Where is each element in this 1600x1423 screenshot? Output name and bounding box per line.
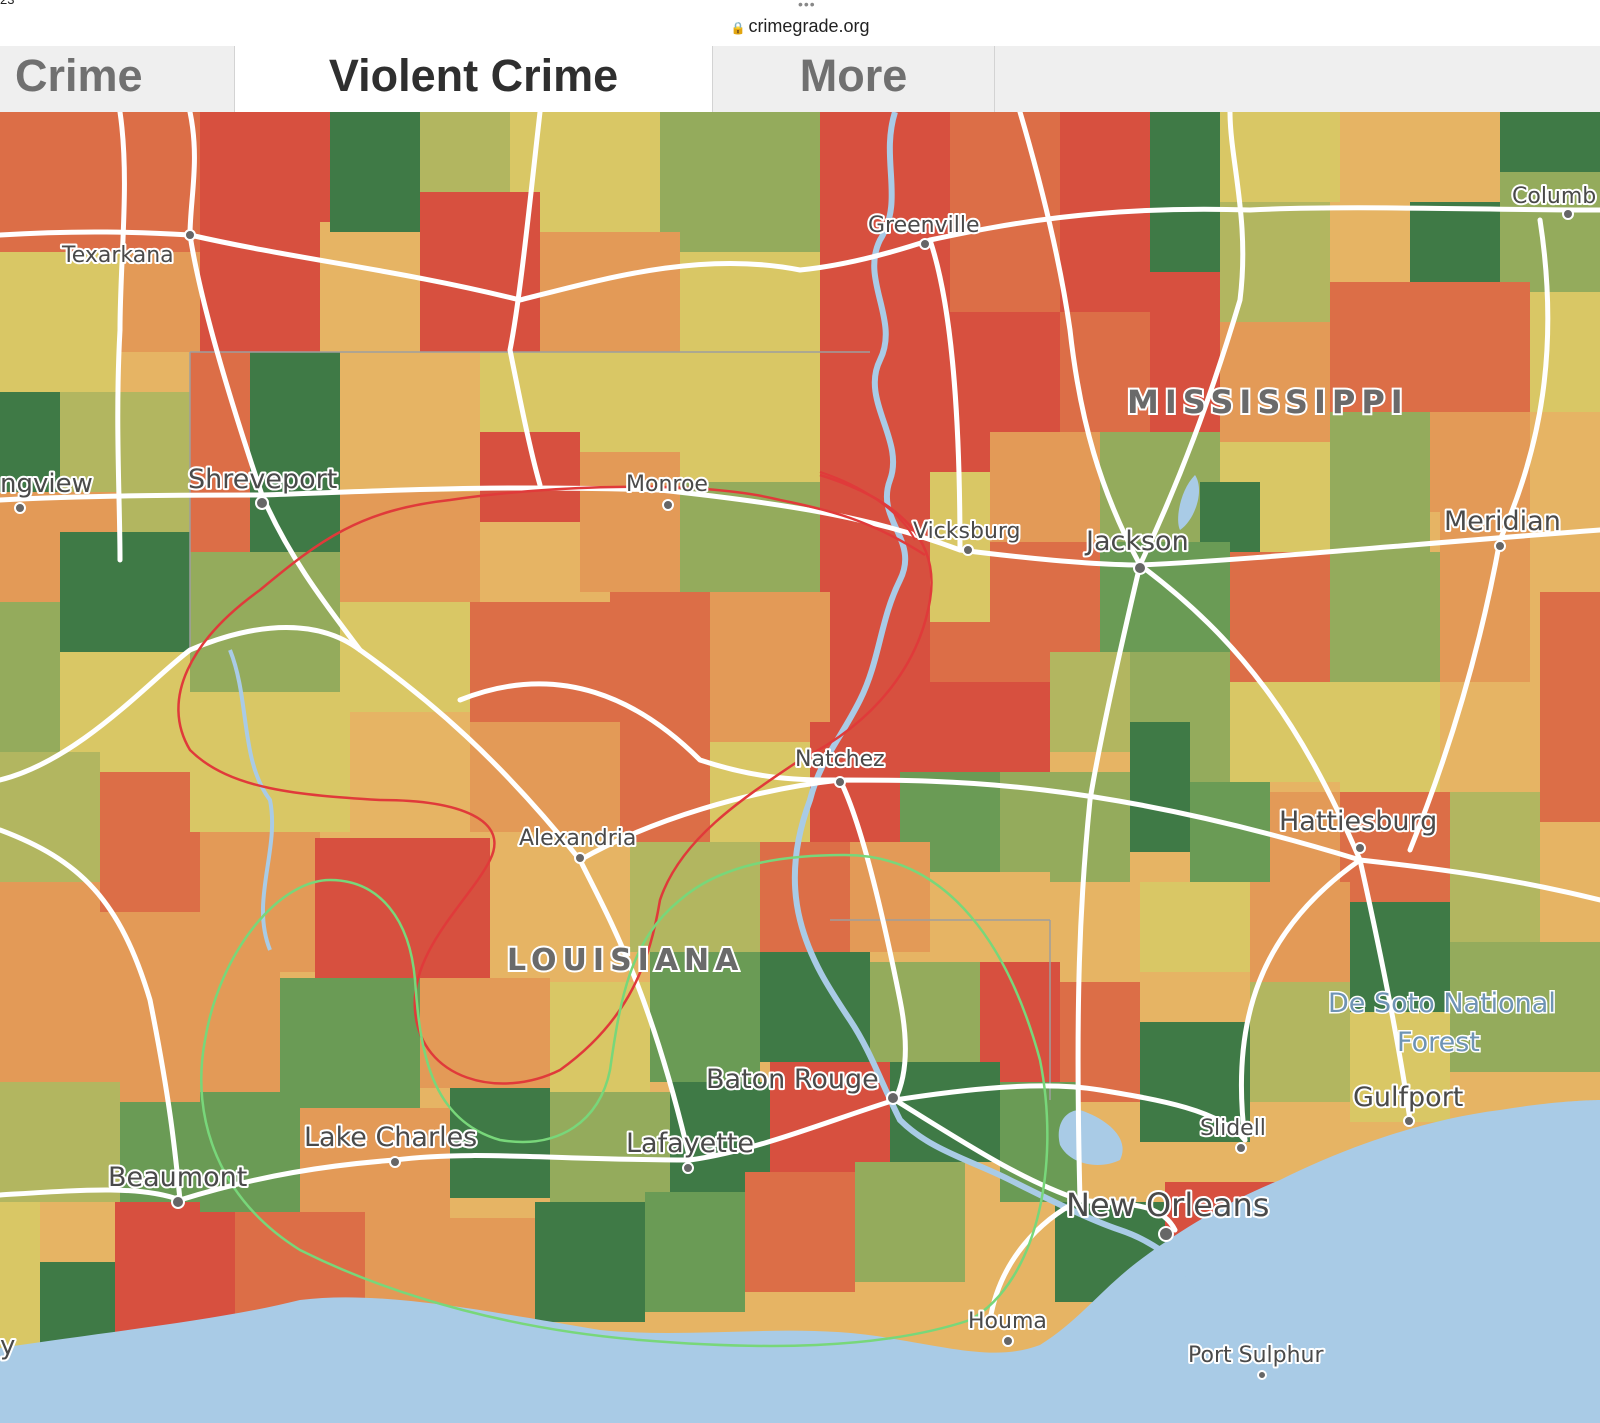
forest-label-line2: Forest (1397, 1027, 1480, 1058)
city-label-columbus: Columb (1512, 184, 1596, 209)
city-label-shreveport: Shreveport (188, 464, 337, 495)
more-dots-icon[interactable]: ••• (798, 0, 816, 12)
city-label-new-orleans: New Orleans (1066, 1186, 1269, 1224)
city-label-slidell: Slidell (1200, 1116, 1266, 1141)
green-annotation-loop (200, 853, 1049, 1348)
category-tabs: Crime Violent Crime More (0, 46, 1600, 114)
city-label-lake-charles: Lake Charles (304, 1122, 477, 1153)
lake-pontchartrain (1058, 1110, 1123, 1165)
city-label-edge: y (0, 1331, 15, 1361)
city-label-jackson: Jackson (1084, 526, 1189, 557)
city-label-texarkana: Texarkana (61, 243, 174, 268)
lock-icon: 🔒 (730, 21, 746, 35)
city-label-port-sulphur: Port Sulphur (1188, 1343, 1324, 1368)
tab-more[interactable]: More (713, 46, 995, 112)
city-label-monroe: Monroe (626, 472, 708, 497)
city-label-gulfport: Gulfport (1353, 1082, 1463, 1113)
map-canvas: MISSISSIPPI LOUISIANA Texarkana Greenvil… (0, 112, 1600, 1423)
city-label-meridian: Meridian (1444, 506, 1561, 537)
browser-bar: 23 ••• 🔒crimegrade.org (0, 0, 1600, 47)
city-label-natchez: Natchez (795, 747, 885, 772)
city-label-greenville: Greenville (868, 213, 980, 238)
state-label-mississippi: MISSISSIPPI (1127, 383, 1409, 421)
city-label-lafayette: Lafayette (626, 1128, 754, 1159)
city-markers (14, 208, 1574, 1380)
url-bar[interactable]: 🔒 crimegrade.org (0, 16, 1600, 37)
city-label-alexandria: Alexandria (519, 826, 636, 851)
gulf-water (0, 1100, 1600, 1423)
city-label-vicksburg: Vicksburg (913, 519, 1021, 544)
city-label-beaumont: Beaumont (108, 1162, 247, 1193)
city-label-houma: Houma (968, 1309, 1047, 1334)
city-label-longview: ngview (0, 469, 93, 499)
forest-label-line1: De Soto National (1328, 988, 1556, 1019)
tab-crime[interactable]: Crime (0, 46, 235, 112)
city-label-baton-rouge: Baton Rouge (706, 1064, 879, 1095)
state-label-louisiana: LOUISIANA (507, 943, 744, 978)
status-time: 23 (0, 0, 14, 7)
sabine-river (228, 649, 275, 951)
red-annotation-loop (177, 473, 933, 1085)
state-borders (189, 351, 1051, 1100)
crime-map[interactable]: MISSISSIPPI LOUISIANA Texarkana Greenvil… (0, 112, 1600, 1423)
reservoir (1178, 475, 1200, 530)
red-annotation-tail (819, 471, 916, 541)
url-text: crimegrade.org (748, 16, 870, 36)
city-label-hattiesburg: Hattiesburg (1279, 806, 1437, 837)
tab-violent-crime[interactable]: Violent Crime (235, 46, 713, 114)
